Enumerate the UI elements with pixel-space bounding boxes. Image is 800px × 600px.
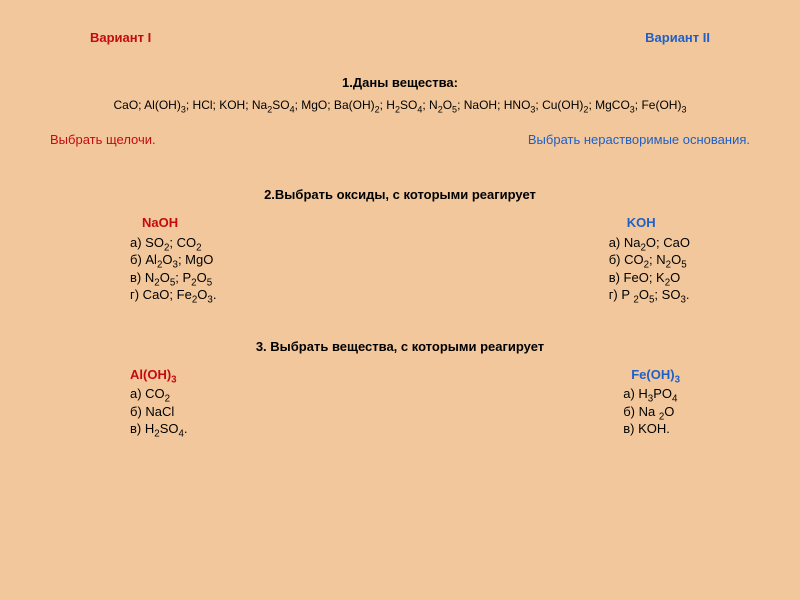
q1-title: 1.Даны вещества:	[20, 75, 780, 90]
q2-left-v: в) N2O5; P2O5	[130, 269, 216, 287]
q3-columns: Al(OH)3 а) CO2 б) NaCl в) H2SO4. Fe(OH)3…	[20, 366, 780, 438]
q3-left-header: Al(OH)3	[130, 366, 188, 384]
q2-right-g: г) P 2O5; SO3.	[609, 286, 690, 304]
q2-left-col: NaOH а) SO2; CO2 б) Al2O3; MgO в) N2O5; …	[130, 214, 216, 304]
q3-left-b: б) NaCl	[130, 403, 188, 421]
q2-right-v: в) FeO; K2O	[609, 269, 690, 287]
q2-left-g: г) CaO; Fe2O3.	[130, 286, 216, 304]
q3-right-b: б) Na 2O	[623, 403, 680, 421]
q2-right-a: а) Na2O; CaO	[609, 234, 690, 252]
q1-choose-row: Выбрать щелочи. Выбрать нерастворимые ос…	[20, 132, 780, 147]
q3-right-col: Fe(OH)3 а) H3PO4 б) Na 2O в) KOH.	[623, 366, 680, 438]
q3-right-v: в) KOH.	[623, 420, 680, 438]
q3-right-header: Fe(OH)3	[623, 366, 680, 384]
q1-substances: CaO; Al(OH)3; HCl; KOH; Na2SO4; MgO; Ba(…	[20, 98, 780, 112]
q2-right-b: б) CO2; N2O5	[609, 251, 690, 269]
q2-left-b: б) Al2O3; MgO	[130, 251, 216, 269]
q2-right-col: KOH а) Na2O; CaO б) CO2; N2O5 в) FeO; K2…	[609, 214, 690, 304]
variant-header-row: Вариант I Вариант II	[20, 30, 780, 45]
q1-choose-right: Выбрать нерастворимые основания.	[528, 132, 750, 147]
q3-left-a: а) CO2	[130, 385, 188, 403]
q2-left-header: NaOH	[130, 214, 216, 232]
q2-title: 2.Выбрать оксиды, с которыми реагирует	[20, 187, 780, 202]
q2-left-a: а) SO2; CO2	[130, 234, 216, 252]
variant-1-title: Вариант I	[90, 30, 151, 45]
q1-choose-left: Выбрать щелочи.	[50, 132, 156, 147]
q3-left-v: в) H2SO4.	[130, 420, 188, 438]
q2-right-header: KOH	[609, 214, 690, 232]
variant-2-title: Вариант II	[645, 30, 710, 45]
q2-columns: NaOH а) SO2; CO2 б) Al2O3; MgO в) N2O5; …	[20, 214, 780, 304]
q3-right-a: а) H3PO4	[623, 385, 680, 403]
q3-left-col: Al(OH)3 а) CO2 б) NaCl в) H2SO4.	[130, 366, 188, 438]
q3-title: 3. Выбрать вещества, с которыми реагируе…	[20, 339, 780, 354]
